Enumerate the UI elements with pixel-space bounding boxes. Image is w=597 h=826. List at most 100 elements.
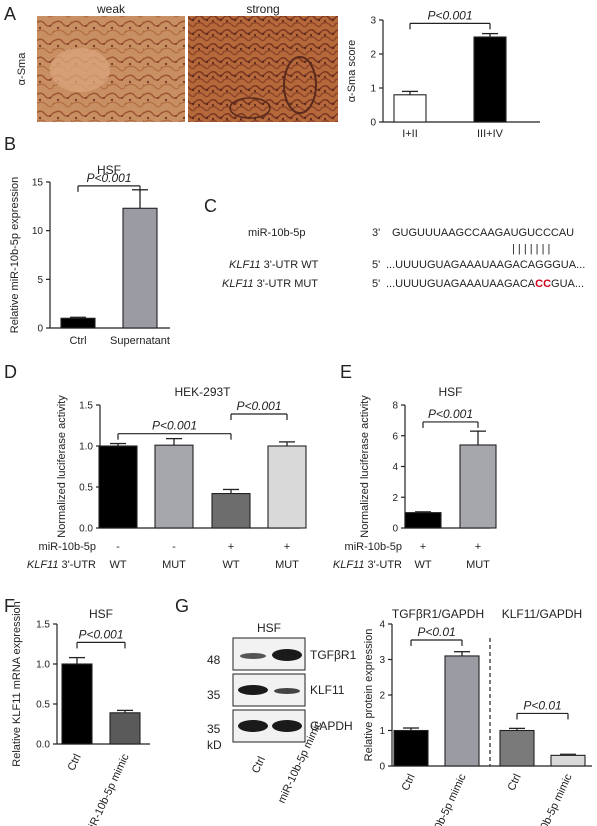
- micrograph-group: weak strong α-Sma: [16, 2, 338, 122]
- blot-band-name-2: GAPDH: [310, 719, 353, 733]
- chart-d-row-cell: +: [284, 541, 290, 553]
- seq-row-0-name: miR-10b-5p: [248, 227, 305, 239]
- chart-e-row-label-ital: KLF11: [333, 559, 365, 571]
- chart-g-ylabel: Relative protein expression: [363, 629, 375, 762]
- chart-d-row-cell: WT: [222, 559, 239, 571]
- chart-d-row-label: miR-10b-5p: [39, 541, 96, 553]
- chart-f: 0.0 0.5 1.0 1.5 Relative KLF11 mRNA expressi…: [11, 601, 150, 826]
- chart-a: 0 1 2 3 α-Sma score I+II III+IV P<0.001: [346, 8, 540, 140]
- chart-e-ytick-label: 4: [392, 462, 398, 473]
- seq-row-1-name: KLF11 3'-UTR WT: [229, 259, 319, 271]
- chart-e-bar: [459, 444, 497, 529]
- blot-band-name-0: TGFβR1: [310, 648, 357, 662]
- chart-g-category-label: miR-10b-5p mimic: [526, 772, 575, 826]
- seq-pairing-lines: | | | | | | |: [512, 243, 550, 255]
- chart-b-ylabel: Relative miR-10b-5p expression: [9, 177, 21, 334]
- chart-a-pvalue-label: P<0.001: [427, 8, 472, 22]
- chart-f-pvalue-label: P<0.001: [78, 627, 123, 641]
- chart-b-ytick-label: 15: [32, 178, 44, 189]
- chart-e-bar: [404, 512, 442, 529]
- chart-d-row-cell: MUT: [162, 559, 186, 571]
- blot-band-tgfbr1-ctrl: [240, 653, 266, 659]
- chart-b-ytick-label: 0: [37, 324, 43, 335]
- panel-label-g: G: [175, 596, 189, 616]
- chart-b-category-label: Supernatant: [110, 335, 170, 347]
- chart-d: 0.0 0.5 1.0 1.5 Normalized luciferase activi…: [27, 385, 307, 571]
- chart-d-row-cell: WT: [109, 559, 126, 571]
- chart-e-ytick-label: 2: [392, 493, 398, 504]
- blot-band-gapdh-ctrl: [238, 720, 268, 732]
- chart-g-bar: [393, 729, 429, 767]
- chart-d-row-cell: -: [116, 541, 120, 553]
- chart-g-ytick-label: 4: [379, 620, 385, 631]
- chart-f-bar: [61, 663, 93, 745]
- micrograph-strong: [188, 16, 338, 122]
- chart-e-row-label: miR-10b-5p: [345, 541, 402, 553]
- panel-label-f: F: [4, 596, 15, 616]
- chart-e: 0 2 4 6 8 Normalized luciferase activity HSF mi…: [333, 385, 497, 571]
- chart-g-group-title: KLF11/GAPDH: [502, 607, 582, 621]
- chart-d-bar: [98, 445, 138, 529]
- chart-d-pvalue-label: P<0.001: [236, 399, 281, 413]
- chart-d-pvalue-label: P<0.001: [152, 419, 197, 433]
- chart-d-ylabel: Normalized luciferase activity: [56, 395, 68, 538]
- chart-d-title: HEK-293T: [174, 385, 231, 399]
- panel-label-a: A: [4, 4, 16, 24]
- blot-band-klf11-ctrl: [238, 685, 268, 695]
- chart-d-row-label-text: 3'-UTR: [58, 559, 96, 571]
- chart-d-ytick-label: 1.0: [79, 442, 93, 453]
- chart-e-row-cell: MUT: [466, 559, 490, 571]
- chart-d-ytick-label: 0.0: [79, 524, 93, 535]
- chart-a-category-label: I+II: [402, 128, 418, 140]
- chart-d-row-label: KLF11 3'-UTR: [27, 559, 96, 571]
- micrograph-weak-lumen: [50, 48, 110, 92]
- chart-b-ytick-label: 5: [37, 275, 43, 286]
- blot-mw-1: 35: [207, 688, 221, 702]
- chart-d-bar: [154, 444, 194, 529]
- chart-g-pvalue-label: P<0.01: [417, 625, 455, 639]
- blot-band-tgfbr1-mimic: [272, 649, 302, 661]
- micrograph-weak-label: weak: [96, 2, 126, 16]
- seq-row-1-seq: ...UUUUGUAGAAAUAAGACAGGGUA...: [386, 259, 585, 271]
- chart-e-row-cell: WT: [414, 559, 431, 571]
- blot-band-klf11-mimic: [274, 688, 300, 694]
- chart-g-category-label: Ctrl: [506, 772, 524, 793]
- chart-f-ytick-label: 1.0: [36, 660, 50, 671]
- chart-d-bar: [267, 445, 307, 529]
- panel-label-b: B: [4, 134, 16, 154]
- chart-g-ytick-label: 0: [379, 762, 385, 773]
- chart-g-bar: [550, 754, 586, 767]
- chart-e-row-cell: +: [420, 541, 426, 553]
- blot-title: HSF: [257, 621, 281, 635]
- micrograph-strong-label: strong: [246, 2, 279, 16]
- chart-a-bar: [393, 94, 427, 123]
- blot-band-gapdh-mimic: [272, 720, 302, 732]
- chart-a-ytick-label: 0: [370, 118, 376, 129]
- chart-e-row-cell: +: [475, 541, 481, 553]
- blot-band-name-1: KLF11: [310, 683, 345, 697]
- chart-a-ytick-label: 3: [370, 16, 376, 27]
- seq-row-2-dir: 5': [372, 278, 380, 290]
- chart-b-bar: [60, 317, 96, 329]
- panel-label-e: E: [340, 362, 352, 382]
- chart-d-row-cell: -: [172, 541, 176, 553]
- blot-kd-label: kD: [207, 738, 222, 752]
- chart-g-bar: [444, 655, 480, 767]
- chart-d-ytick-label: 1.5: [79, 401, 93, 412]
- panel-label-c: C: [204, 196, 217, 216]
- chart-e-row-label-text: miR-10b-5p: [345, 541, 402, 553]
- chart-b: 0 5 10 15 Relative miR-10b-5p expression HSF C…: [9, 163, 170, 347]
- chart-d-row-label-text: miR-10b-5p: [39, 541, 96, 553]
- chart-e-ytick-label: 0: [392, 524, 398, 535]
- chart-a-ytick-label: 2: [370, 50, 376, 61]
- chart-f-bar: [109, 712, 141, 745]
- chart-b-title: HSF: [97, 163, 121, 177]
- micrograph-strong-gland: [283, 56, 317, 114]
- chart-f-ylabel: Relative KLF11 mRNA expression: [11, 601, 23, 766]
- chart-g-ytick-label: 2: [379, 691, 385, 702]
- chart-d-row-cell: MUT: [275, 559, 299, 571]
- chart-g-ytick-label: 1: [379, 726, 385, 737]
- micrograph-strong-gland-2: [229, 97, 271, 119]
